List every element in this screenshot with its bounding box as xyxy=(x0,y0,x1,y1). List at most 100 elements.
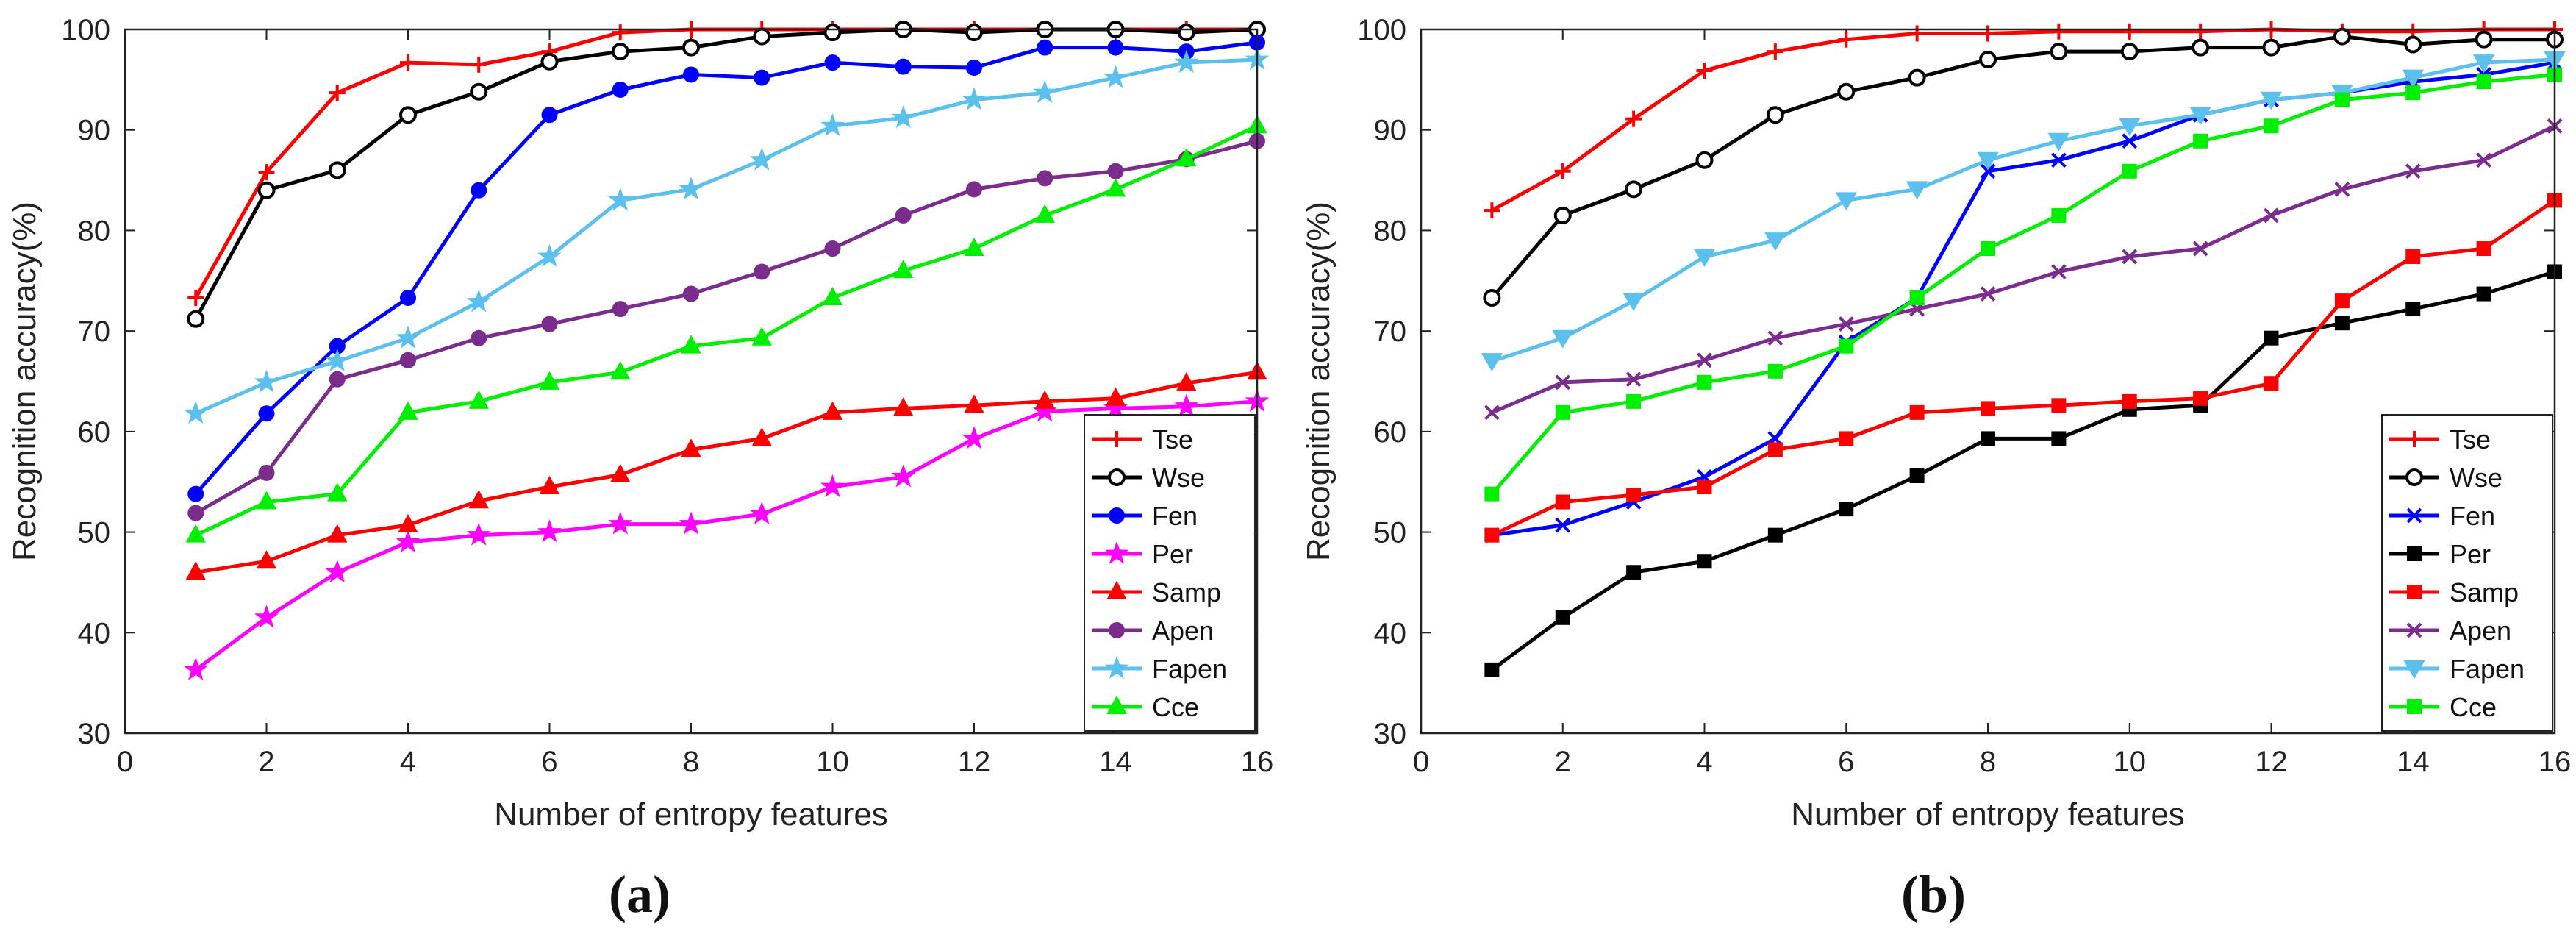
data-point-apen xyxy=(329,371,346,388)
data-point-tse xyxy=(258,164,275,181)
data-point-cce xyxy=(2476,74,2491,90)
legend-label-samp: Samp xyxy=(1152,577,1221,607)
data-point-fapen xyxy=(1764,232,1786,252)
data-point-cce xyxy=(1909,290,1925,306)
y-tick-label: 40 xyxy=(78,617,111,649)
data-point-apen xyxy=(2476,152,2492,168)
data-point-samp xyxy=(893,397,914,416)
data-point-samp xyxy=(539,475,560,495)
data-point-cce xyxy=(2051,207,2067,223)
data-point-per xyxy=(1626,565,1642,580)
y-tick-label: 100 xyxy=(61,14,110,46)
series-line-cce xyxy=(1490,73,2555,496)
data-point-cce xyxy=(610,361,631,380)
data-point-cce xyxy=(893,260,914,279)
data-point-wse xyxy=(2050,43,2068,61)
data-point-fapen xyxy=(962,87,987,110)
y-tick-label: 40 xyxy=(1374,617,1407,649)
data-point-samp xyxy=(2122,393,2137,409)
data-point-fen xyxy=(895,58,912,75)
data-point-fen xyxy=(612,82,629,99)
data-point-wse xyxy=(1625,180,1643,199)
legend-label-tse: Tse xyxy=(1152,424,1193,454)
data-point-fapen xyxy=(2472,54,2495,74)
data-point-wse xyxy=(682,38,700,57)
data-point-apen xyxy=(895,207,912,224)
legend-label-fen: Fen xyxy=(2450,501,2495,531)
data-point-samp xyxy=(1034,390,1055,409)
series-wse xyxy=(1483,27,2564,307)
data-point-apen xyxy=(683,285,699,302)
series-fen xyxy=(187,34,1265,502)
chart-panel-a: 0 2 4 6 8 10 12 14 16 30 40 50 60 70 80 90 100 Number of … xyxy=(7,14,1273,924)
x-tick-label: 6 xyxy=(541,746,557,778)
x-axis-label: Number of entropy features xyxy=(1791,796,2185,833)
y-tick-label: 50 xyxy=(78,517,111,549)
y-tick-label: 80 xyxy=(78,215,111,247)
data-point-cce xyxy=(1105,178,1126,197)
legend-label-fapen: Fapen xyxy=(2450,654,2525,684)
data-point-fen xyxy=(824,54,841,71)
data-point-samp xyxy=(1555,494,1570,510)
data-point-samp xyxy=(1105,387,1126,406)
x-tick-label: 10 xyxy=(2114,746,2147,778)
series-line-apen xyxy=(195,139,1258,515)
data-point-samp xyxy=(398,513,418,533)
legend-label-apen: Apen xyxy=(2450,616,2511,646)
data-point-samp xyxy=(2476,241,2491,257)
data-point-tse xyxy=(2121,23,2138,40)
legend-marker-per xyxy=(1104,541,1129,564)
legend-label-per: Per xyxy=(2450,539,2491,569)
x-tick-label: 12 xyxy=(2255,746,2288,778)
data-point-cce xyxy=(185,524,206,543)
data-point-cce xyxy=(2193,133,2208,149)
data-point-per xyxy=(537,519,562,543)
data-point-per xyxy=(1697,554,1712,569)
data-point-cce xyxy=(964,237,984,257)
data-point-samp xyxy=(822,401,843,420)
series-line-fapen xyxy=(195,57,1258,416)
data-point-samp xyxy=(1484,527,1500,543)
data-point-fapen xyxy=(1835,192,1858,211)
data-point-per xyxy=(1174,393,1199,417)
series-line-samp xyxy=(195,370,1258,574)
y-tick-label: 90 xyxy=(78,115,111,147)
x-tick-label: 0 xyxy=(117,746,133,778)
series-apen xyxy=(187,132,1265,521)
data-point-apen xyxy=(1555,374,1571,391)
legend-marker-samp xyxy=(2407,585,2422,599)
legend-marker-fen xyxy=(2406,507,2422,524)
data-point-wse xyxy=(2404,35,2422,54)
legend-marker-cce xyxy=(2407,699,2422,714)
y-tick-label: 60 xyxy=(78,416,111,449)
data-point-fapen xyxy=(183,400,208,424)
x-tick-label: 2 xyxy=(258,746,274,778)
data-point-apen xyxy=(1697,352,1712,368)
data-point-fen xyxy=(966,59,982,76)
axes-frame xyxy=(1420,28,2556,735)
data-point-per xyxy=(183,657,208,680)
data-point-per xyxy=(325,560,350,583)
data-point-apen xyxy=(541,316,558,332)
data-point-fapen xyxy=(537,243,562,267)
series-line-per xyxy=(1490,270,2555,671)
legend-marker-wse xyxy=(2405,468,2423,486)
data-point-cce xyxy=(398,401,418,420)
data-point-cce xyxy=(1034,204,1055,223)
data-point-wse xyxy=(965,24,983,42)
legend-label-apen: Apen xyxy=(1152,616,1214,646)
y-tick-label: 50 xyxy=(1374,517,1407,549)
data-point-cce xyxy=(1626,393,1642,409)
plot-area xyxy=(125,29,1257,733)
series-line-fen xyxy=(194,40,1258,496)
y-axis-label: Recognition accuracy(%) xyxy=(1300,202,1337,561)
legend-marker-cce xyxy=(1106,695,1127,714)
legend-label-tse: Tse xyxy=(2450,424,2491,454)
data-point-fapen xyxy=(1032,79,1057,104)
data-point-tse xyxy=(1625,110,1642,127)
data-point-samp xyxy=(327,524,348,543)
data-point-apen xyxy=(1625,371,1642,388)
legend-marker-fen xyxy=(1109,507,1125,524)
data-point-cce xyxy=(1697,374,1712,390)
data-point-per xyxy=(466,522,491,546)
